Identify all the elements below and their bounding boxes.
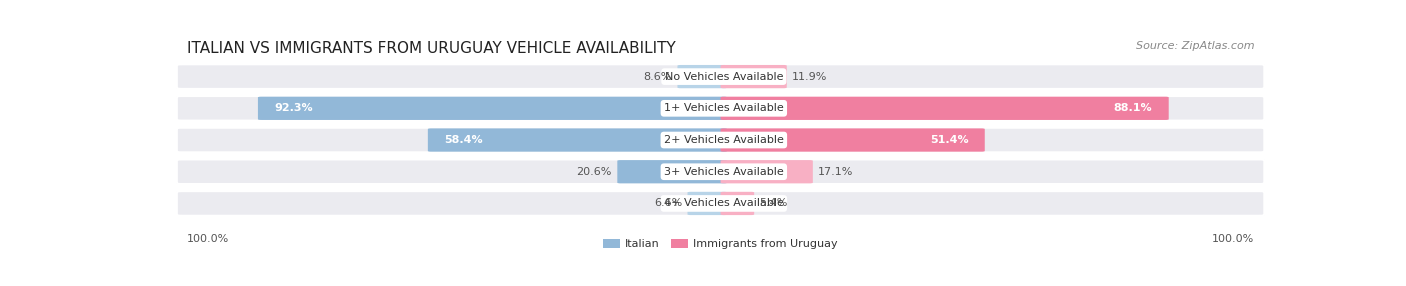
Text: ITALIAN VS IMMIGRANTS FROM URUGUAY VEHICLE AVAILABILITY: ITALIAN VS IMMIGRANTS FROM URUGUAY VEHIC…	[187, 41, 675, 56]
Text: Source: ZipAtlas.com: Source: ZipAtlas.com	[1136, 41, 1254, 51]
FancyBboxPatch shape	[688, 192, 727, 215]
Text: 58.4%: 58.4%	[444, 135, 482, 145]
Text: 92.3%: 92.3%	[274, 103, 314, 113]
Text: 4+ Vehicles Available: 4+ Vehicles Available	[664, 198, 783, 208]
FancyBboxPatch shape	[721, 97, 1168, 120]
FancyBboxPatch shape	[617, 160, 727, 183]
FancyBboxPatch shape	[721, 192, 754, 215]
Text: 51.4%: 51.4%	[929, 135, 969, 145]
Text: No Vehicles Available: No Vehicles Available	[665, 72, 783, 82]
FancyBboxPatch shape	[177, 159, 1264, 184]
Text: 1+ Vehicles Available: 1+ Vehicles Available	[664, 103, 783, 113]
FancyBboxPatch shape	[427, 128, 727, 152]
FancyBboxPatch shape	[721, 128, 984, 152]
Text: 2+ Vehicles Available: 2+ Vehicles Available	[664, 135, 783, 145]
FancyBboxPatch shape	[177, 96, 1264, 121]
FancyBboxPatch shape	[177, 64, 1264, 89]
Text: 11.9%: 11.9%	[792, 72, 828, 82]
Legend: Italian, Immigrants from Uruguay: Italian, Immigrants from Uruguay	[603, 239, 838, 249]
FancyBboxPatch shape	[177, 191, 1264, 216]
Text: 100.0%: 100.0%	[187, 234, 229, 244]
Text: 20.6%: 20.6%	[576, 167, 612, 177]
FancyBboxPatch shape	[257, 97, 727, 120]
Text: 8.6%: 8.6%	[644, 72, 672, 82]
Text: 100.0%: 100.0%	[1212, 234, 1254, 244]
Text: 6.6%: 6.6%	[654, 198, 682, 208]
FancyBboxPatch shape	[678, 65, 727, 88]
FancyBboxPatch shape	[721, 160, 813, 183]
Text: 17.1%: 17.1%	[818, 167, 853, 177]
FancyBboxPatch shape	[721, 65, 787, 88]
FancyBboxPatch shape	[177, 128, 1264, 152]
Text: 5.4%: 5.4%	[759, 198, 787, 208]
Text: 88.1%: 88.1%	[1114, 103, 1153, 113]
Text: 3+ Vehicles Available: 3+ Vehicles Available	[664, 167, 783, 177]
